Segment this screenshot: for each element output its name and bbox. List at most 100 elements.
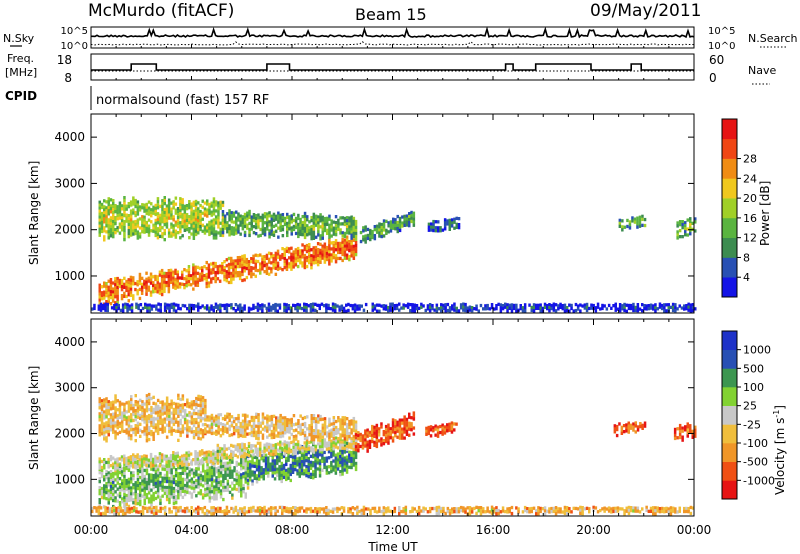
heatmap-cell [181, 457, 184, 461]
heatmap-cell [638, 221, 642, 225]
heatmap-cell [150, 414, 153, 419]
heatmap-cell [320, 302, 324, 306]
heatmap-cell [299, 426, 302, 430]
heatmap-cell [237, 425, 240, 430]
heatmap-cell [286, 427, 289, 431]
heatmap-cell [254, 265, 257, 269]
heatmap-cell [280, 455, 283, 460]
heatmap-cell [334, 248, 338, 252]
heatmap-cell [105, 424, 108, 428]
heatmap-cell [300, 466, 304, 470]
heatmap-cell [141, 306, 145, 311]
heatmap-cell [327, 303, 330, 308]
heatmap-cell [250, 260, 253, 264]
heatmap-cell [279, 449, 282, 453]
heatmap-cell [403, 418, 406, 422]
heatmap-cell [410, 422, 413, 426]
heatmap-cell [328, 241, 331, 245]
heatmap-cell [230, 262, 233, 267]
heatmap-cell [174, 455, 177, 459]
heatmap-cell [206, 226, 209, 230]
heatmap-cell [152, 468, 155, 472]
heatmap-cell [165, 210, 169, 214]
heatmap-cell [192, 436, 196, 440]
heatmap-cell [234, 303, 238, 307]
heatmap-cell [289, 454, 292, 459]
heatmap-cell [345, 464, 349, 468]
heatmap-cell [205, 307, 209, 311]
heatmap-cell [334, 306, 337, 310]
heatmap-cell [433, 308, 436, 312]
heatmap-cell [326, 216, 329, 220]
heatmap-cell [486, 303, 489, 308]
heatmap-cell [568, 303, 571, 307]
heatmap-cell [450, 421, 454, 425]
heatmap-cell [168, 461, 171, 466]
heatmap-cell [236, 262, 240, 266]
heatmap-cell [618, 224, 622, 228]
heatmap-cell [235, 231, 238, 235]
heatmap-cell [689, 309, 693, 313]
heatmap-cell [210, 481, 214, 485]
heatmap-cell [145, 292, 148, 296]
heatmap-cell [244, 465, 247, 469]
heatmap-cell [387, 438, 390, 442]
heatmap-cell [326, 431, 329, 435]
heatmap-cell [139, 487, 142, 492]
heatmap-cell [393, 307, 397, 311]
heatmap-cell [217, 425, 220, 429]
heatmap-cell [339, 433, 342, 437]
heatmap-cell [143, 460, 146, 464]
heatmap-cell [260, 457, 263, 461]
heatmap-cell [103, 238, 106, 242]
heatmap-cell [217, 484, 221, 488]
heatmap-cell [296, 440, 300, 444]
heatmap-cell [263, 258, 266, 262]
heatmap-cell [299, 255, 302, 259]
heatmap-cell [450, 424, 454, 428]
heatmap-cell [319, 432, 322, 437]
heatmap-cell [183, 213, 187, 217]
heatmap-cell [345, 417, 349, 421]
heatmap-cell [328, 432, 331, 436]
heatmap-cell [217, 422, 220, 426]
heatmap-cell [362, 229, 365, 233]
heatmap-cell [210, 419, 214, 424]
heatmap-cell [197, 491, 200, 495]
heatmap-cell [123, 480, 126, 485]
heatmap-cell [194, 265, 197, 269]
heatmap-cell [168, 482, 171, 487]
heatmap-cell [212, 221, 216, 225]
heatmap-cell [123, 208, 126, 212]
heatmap-cell [412, 426, 416, 430]
heatmap-cell [109, 210, 113, 214]
heatmap-cell [196, 277, 200, 281]
heatmap-cell [303, 211, 307, 216]
heatmap-cell [183, 277, 186, 281]
heatmap-cell [296, 463, 299, 467]
heatmap-cell [453, 302, 456, 306]
heatmap-cell [116, 487, 119, 491]
heatmap-cell [264, 465, 268, 469]
heatmap-cell [163, 417, 167, 421]
heatmap-cell [278, 459, 281, 463]
heatmap-cell [277, 211, 280, 215]
heatmap-cell [255, 430, 258, 434]
heatmap-cell [241, 215, 245, 219]
heatmap-cell [192, 468, 196, 473]
heatmap-cell [297, 216, 300, 221]
heatmap-cell [120, 216, 124, 220]
heatmap-cell [159, 228, 162, 232]
heatmap-cell [190, 232, 193, 236]
heatmap-cell [154, 212, 157, 217]
heatmap-cell [348, 442, 351, 446]
heatmap-cell [283, 260, 286, 264]
heatmap-cell [130, 309, 134, 313]
heatmap-cell [245, 263, 249, 268]
heatmap-cell [152, 275, 155, 279]
heatmap-cell [134, 454, 137, 459]
heatmap-cell [132, 196, 135, 200]
heatmap-cell [371, 229, 374, 234]
heatmap-cell [625, 429, 628, 433]
heatmap-cell [327, 471, 331, 475]
